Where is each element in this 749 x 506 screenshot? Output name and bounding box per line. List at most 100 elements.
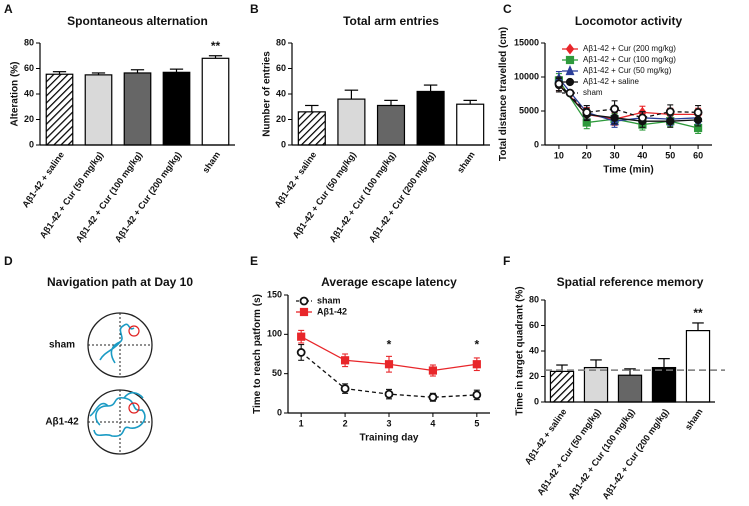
x-axis-label: Time (min) <box>603 165 653 176</box>
x-tick-label: Aβ1-42 + Cur (100 mg/kg) <box>327 150 397 244</box>
y-tick-label: 0 <box>281 139 286 149</box>
x-tick-label: 2 <box>343 418 348 428</box>
bar <box>162 71 191 146</box>
legend-label: sham <box>583 88 603 97</box>
platform <box>128 325 140 337</box>
bar <box>297 111 326 146</box>
x-tick-label: 30 <box>610 150 620 160</box>
bar <box>583 366 609 403</box>
platform <box>128 402 140 414</box>
panel-letter: E <box>250 254 258 268</box>
y-tick-label: 15000 <box>514 37 539 47</box>
marker <box>565 65 575 76</box>
y-tick-label: 10000 <box>514 71 539 81</box>
x-tick-label: sham <box>200 150 222 175</box>
x-tick-label: 60 <box>693 150 703 160</box>
y-tick-label: 20 <box>529 371 539 381</box>
y-tick-label: 60 <box>24 63 34 73</box>
annotation: * <box>474 338 479 352</box>
y-tick-label: 100 <box>267 329 282 339</box>
series-line <box>558 83 699 120</box>
y-tick-label: 80 <box>529 294 539 304</box>
marker <box>472 390 482 400</box>
y-axis-label: Alteration (%) <box>10 62 21 127</box>
marker <box>693 107 703 117</box>
y-tick-label: 40 <box>24 88 34 98</box>
panel-letter: C <box>503 2 512 16</box>
x-axis-label: Training day <box>360 433 419 444</box>
legend-label: Aβ1-42 <box>317 306 347 316</box>
swim-path <box>99 323 135 364</box>
y-tick-label: 20 <box>24 114 34 124</box>
y-tick-label: 0 <box>534 396 539 406</box>
x-tick-label: Aβ1-42 + Cur (100 mg/kg) <box>566 407 636 501</box>
y-tick-label: 40 <box>529 345 539 355</box>
marker <box>340 356 350 365</box>
marker <box>384 389 394 399</box>
y-tick-label: 80 <box>276 37 286 47</box>
bar <box>201 57 230 146</box>
legend-label: sham <box>317 295 341 305</box>
y-tick-label: 60 <box>529 320 539 330</box>
chart-title: Spatial reference memory <box>557 275 704 289</box>
y-tick-label: 50 <box>272 368 282 378</box>
chart-title: Navigation path at Day 10 <box>47 275 193 289</box>
bar <box>617 374 643 403</box>
y-tick-label: 5000 <box>519 105 539 115</box>
marker <box>610 104 619 114</box>
y-tick-label: 0 <box>277 407 282 417</box>
y-tick-label: 0 <box>29 139 34 149</box>
x-tick-label: 40 <box>637 150 647 160</box>
bar <box>456 103 485 146</box>
series-line <box>558 84 699 122</box>
marker <box>384 360 394 369</box>
y-tick-label: 20 <box>276 114 286 124</box>
x-tick-label: Aβ1-42 + Cur (100 mg/kg) <box>74 150 144 244</box>
marker <box>565 77 575 87</box>
marker <box>297 332 306 341</box>
marker <box>638 113 647 123</box>
x-tick-label: Aβ1-42 + Cur (50 mg/kg) <box>535 407 602 497</box>
marker <box>565 88 575 98</box>
legend-label: Aβ1-42 + Cur (50 mg/kg) <box>583 66 672 75</box>
x-tick-label: 1 <box>299 418 304 428</box>
panel-letter: B <box>250 2 259 16</box>
marker <box>428 366 438 375</box>
marker <box>565 55 575 65</box>
chart-title: Total arm entries <box>343 14 439 28</box>
bar <box>84 74 113 146</box>
bar <box>416 90 445 146</box>
x-tick-label: Aβ1-42 + Cur (200 mg/kg) <box>113 150 183 244</box>
swim-path <box>89 391 146 437</box>
x-tick-label: Aβ1-42 + Cur (200 mg/kg) <box>367 150 437 244</box>
y-tick-label: 0 <box>534 139 539 149</box>
chart-title: Average escape latency <box>321 275 457 289</box>
bar <box>651 366 677 403</box>
marker <box>296 348 306 357</box>
x-tick-label: 10 <box>554 150 564 160</box>
legend-label: Aβ1-42 + Cur (200 mg/kg) <box>583 44 676 53</box>
annotation: ** <box>211 39 221 53</box>
y-tick-label: 60 <box>276 63 286 73</box>
marker <box>582 107 592 117</box>
marker <box>665 107 675 117</box>
series-line <box>558 80 699 129</box>
x-tick-label: sham <box>455 150 477 175</box>
panel-letter: F <box>503 254 510 268</box>
marker <box>472 360 481 369</box>
marker <box>428 392 438 402</box>
y-tick-label: 40 <box>276 88 286 98</box>
y-axis-label: Time to reach patform (s) <box>252 294 263 414</box>
bar <box>123 72 152 146</box>
x-tick-label: Aβ1-42 + saline <box>20 150 66 210</box>
x-tick-label: Aβ1-42 + saline <box>272 150 318 210</box>
bar <box>45 73 74 146</box>
group-label: Aβ1-42 <box>45 417 79 428</box>
marker <box>554 79 564 89</box>
x-tick-label: 4 <box>430 418 435 428</box>
x-tick-label: 3 <box>386 418 391 428</box>
y-axis-label: Number of entries <box>262 51 273 137</box>
annotation: * <box>387 338 392 352</box>
group-label: sham <box>49 340 75 351</box>
y-axis-label: Total distance travelled (cm) <box>498 27 509 161</box>
